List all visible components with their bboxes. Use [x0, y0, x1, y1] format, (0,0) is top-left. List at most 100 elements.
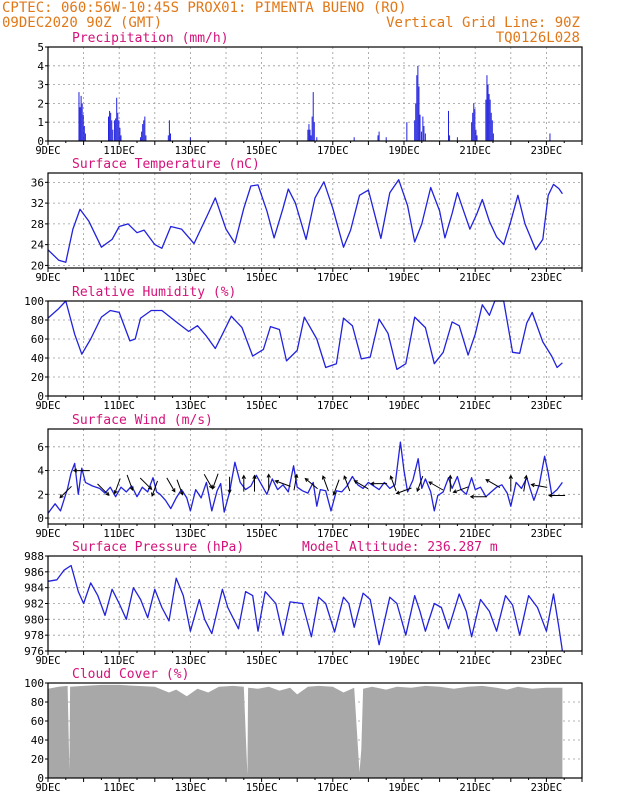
precip-bar	[310, 135, 312, 141]
temp-xtick-label: 23DEC	[531, 272, 563, 284]
rh-ytick-label: 40	[31, 352, 44, 365]
precip-bar	[120, 135, 122, 141]
header: CPTEC: 060:56W-10:45S PROX01: PIMENTA BU…	[2, 0, 580, 46]
pressure-xtick-label: 21DEC	[459, 655, 491, 667]
wind-xtick-label: 9DEC	[35, 528, 60, 540]
precip-xtick-label: 11DEC	[103, 145, 135, 157]
precip-bar	[308, 124, 310, 141]
precip-bar	[311, 116, 313, 141]
cloud-title: Cloud Cover (%)	[72, 667, 189, 682]
precip-bar	[112, 129, 114, 141]
precip-xtick-label: 21DEC	[459, 145, 491, 157]
wind-direction-arrow	[97, 483, 110, 496]
precip-bar	[353, 137, 355, 141]
wind-direction-arrow	[416, 475, 424, 493]
precip-bar	[316, 137, 318, 141]
wind-xtick-label: 19DEC	[388, 528, 420, 540]
precip-bar	[119, 127, 121, 141]
wind-direction-arrow	[166, 477, 176, 493]
header-model: TQ0126L028	[496, 30, 580, 46]
precip-bar	[108, 116, 110, 141]
wind-xtick-label: 21DEC	[459, 528, 491, 540]
precip-ytick-label: 1	[37, 116, 44, 129]
precip-bar	[169, 133, 171, 141]
header-grid-line: Vertical Grid Line: 90Z	[386, 15, 580, 31]
precip-bar	[116, 97, 118, 141]
precip-xtick-label: 13DEC	[175, 145, 207, 157]
wind-xtick-label: 13DEC	[175, 528, 207, 540]
precip-title: Precipitation (mm/h)	[72, 31, 229, 46]
rh-ytick-label: 100	[24, 295, 44, 308]
cloud-ytick-label: 0	[37, 772, 44, 785]
precip-bar	[167, 135, 169, 141]
precip-ytick-label: 5	[37, 41, 44, 54]
precip-bar	[189, 137, 191, 141]
wind-direction-arrow	[343, 475, 351, 492]
precip-bar	[473, 103, 475, 141]
wind-xtick-label: 23DEC	[531, 528, 563, 540]
precip-bar	[423, 125, 425, 141]
pressure-xtick-label: 23DEC	[531, 655, 563, 667]
precip-bar	[449, 135, 451, 141]
wind-xtick-label: 11DEC	[103, 528, 135, 540]
cloud-ytick-label: 60	[31, 715, 44, 728]
wind-direction-arrow	[548, 493, 566, 498]
precip-bar	[406, 122, 408, 141]
precip-bar	[491, 120, 493, 141]
precip-xtick-label: 15DEC	[246, 145, 278, 157]
wind-direction-arrow	[448, 474, 453, 492]
temp-xtick-label: 17DEC	[317, 272, 349, 284]
cloud-ytick-label: 100	[24, 677, 44, 690]
precip-bar	[309, 129, 311, 141]
cloud-xtick-label: 21DEC	[459, 782, 491, 794]
precip-bar	[475, 129, 477, 141]
wind-direction-arrow	[252, 474, 257, 492]
pressure-xtick-label: 9DEC	[35, 655, 60, 667]
pressure-xtick-label: 13DEC	[175, 655, 207, 667]
precip-bar	[83, 125, 85, 141]
cloud-xtick-label: 11DEC	[103, 782, 135, 794]
temp-ytick-label: 36	[31, 176, 44, 189]
temp-xtick-label: 19DEC	[388, 272, 420, 284]
temp-ytick-label: 24	[31, 239, 45, 252]
rh-xtick-label: 21DEC	[459, 400, 491, 412]
precip-bar	[84, 133, 86, 141]
panel-pressure: Surface Pressure (hPa) Model Altitude: 2…	[24, 540, 583, 667]
wind-direction-arrow	[304, 477, 318, 490]
wind-direction-arrow	[227, 476, 232, 494]
wind-direction-arrow	[485, 479, 501, 489]
precip-bar	[168, 120, 170, 141]
wind-ytick-label: 2	[37, 488, 44, 501]
wind-xtick-label: 15DEC	[246, 528, 278, 540]
precip-ytick-label: 3	[37, 79, 44, 92]
pressure-xtick-label: 17DEC	[317, 655, 349, 667]
precip-bar	[416, 75, 418, 141]
wind-direction-arrow	[523, 474, 528, 492]
precip-bar	[486, 75, 488, 141]
cloud-ytick-label: 20	[31, 753, 44, 766]
precip-bar	[114, 120, 116, 141]
pressure-title: Surface Pressure (hPa)	[72, 540, 244, 555]
rh-ytick-label: 80	[31, 314, 44, 327]
precip-bar	[490, 112, 492, 141]
precip-bar	[422, 116, 424, 141]
rh-ytick-label: 0	[37, 390, 44, 403]
pressure-series-line	[47, 564, 564, 652]
temp-title: Surface Temperature (nC)	[72, 157, 260, 172]
wind-xtick-label: 17DEC	[317, 528, 349, 540]
rh-xtick-label: 13DEC	[175, 400, 207, 412]
temp-xtick-label: 11DEC	[103, 272, 135, 284]
header-station: CPTEC: 060:56W-10:45S PROX01: PIMENTA BU…	[2, 0, 407, 16]
temp-ytick-label: 32	[31, 197, 44, 210]
precip-bar	[313, 122, 315, 141]
pressure-xtick-label: 15DEC	[246, 655, 278, 667]
temp-ytick-label: 28	[31, 218, 44, 231]
precip-bar	[471, 122, 473, 141]
precip-xtick-label: 9DEC	[35, 145, 60, 157]
cloud-ytick-label: 80	[31, 696, 44, 709]
wind-direction-arrow	[266, 473, 271, 491]
wind-ytick-label: 4	[37, 465, 44, 478]
wind-direction-arrow	[370, 481, 388, 486]
rh-series-line	[47, 300, 563, 371]
wind-direction-arrow	[508, 474, 513, 492]
